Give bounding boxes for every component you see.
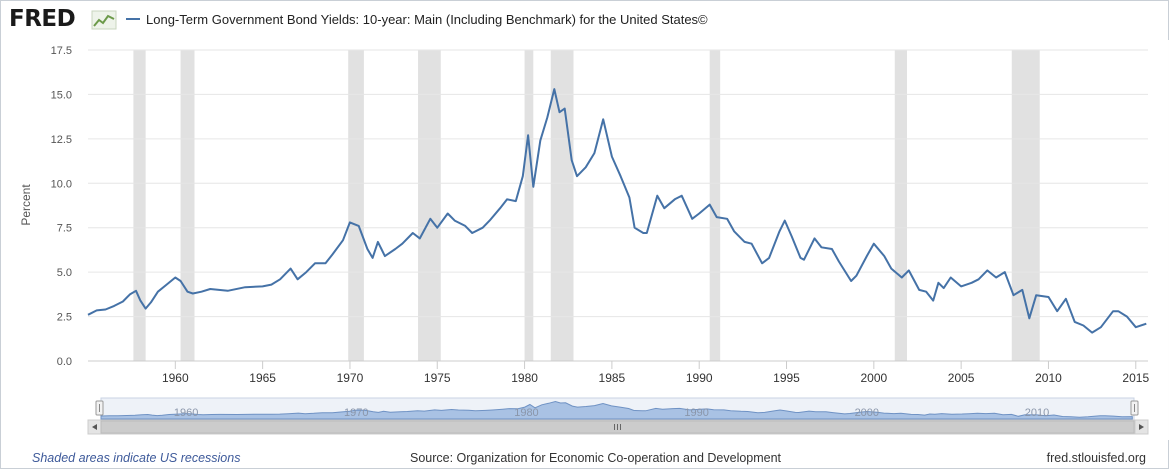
- navigator-label: 1990: [684, 407, 708, 419]
- x-tick-label: 1980: [511, 371, 538, 385]
- y-axis: 0.0 2.5 5.0 7.5 10.0 12.5 15.0 17.5: [51, 45, 72, 368]
- x-tick-label: 1985: [599, 371, 626, 385]
- recession-note: Shaded areas indicate US recessions: [32, 451, 241, 465]
- source-note: Source: Organization for Economic Co-ope…: [410, 451, 782, 465]
- recession-band-8: [1011, 50, 1040, 361]
- recession-band-4: [524, 50, 534, 361]
- x-tick-label: 1965: [249, 371, 276, 385]
- grid-lines: [88, 49, 1148, 362]
- x-tick-label: 2015: [1122, 371, 1149, 385]
- y-tick-label: 5.0: [57, 267, 72, 279]
- legend-series-label: Long-Term Government Bond Yields: 10-yea…: [146, 11, 708, 27]
- x-tick-label: 2010: [1035, 371, 1062, 385]
- scroll-right-arrow-icon: [1139, 424, 1144, 430]
- recession-band-0: [133, 50, 146, 361]
- y-tick-label: 12.5: [51, 134, 72, 146]
- navigator-label: 1970: [344, 407, 368, 419]
- y-tick-label: 10.0: [51, 178, 72, 190]
- x-tick-label: 1990: [686, 371, 713, 385]
- recession-band-3: [418, 50, 441, 361]
- recession-band-7: [894, 50, 908, 361]
- y-axis-label: Percent: [19, 184, 33, 226]
- recession-band-2: [348, 50, 364, 361]
- y-tick-label: 0.0: [57, 356, 72, 368]
- y-tick-label: 2.5: [57, 312, 72, 324]
- x-tick-label: 1960: [162, 371, 189, 385]
- navigator-area: [100, 400, 1133, 420]
- x-tick-label: 2000: [860, 371, 887, 385]
- site-link[interactable]: fred.stlouisfed.org: [1046, 451, 1146, 465]
- x-axis: 1960 1965 1970 1975 1980 1985 1990 1995 2000 2005…: [162, 361, 1149, 385]
- line-chart-icon: [91, 10, 117, 30]
- recession-bands: [133, 50, 1040, 361]
- series-line-0[interactable]: [87, 88, 1147, 334]
- y-tick-label: 7.5: [57, 223, 72, 235]
- y-tick-label: 17.5: [51, 45, 72, 57]
- recession-band-5: [550, 50, 574, 361]
- series-layer[interactable]: [87, 88, 1147, 334]
- recession-band-6: [709, 50, 721, 361]
- logo-text: FRED: [9, 6, 76, 32]
- chart-legend[interactable]: Long-Term Government Bond Yields: 10-yea…: [126, 10, 708, 28]
- scrollbar-grip-icon: [614, 424, 621, 430]
- scroll-left-arrow-icon: [92, 424, 97, 430]
- navigator-label: 2010: [1025, 407, 1049, 419]
- x-tick-label: 2005: [948, 371, 975, 385]
- x-tick-label: 1975: [424, 371, 451, 385]
- navigator-labels: 1960 1970 1980 1990 2000 2010: [174, 407, 1049, 419]
- recession-band-1: [180, 50, 195, 361]
- x-tick-label: 1995: [773, 371, 800, 385]
- legend-swatch: [126, 18, 140, 20]
- x-tick-label: 1970: [337, 371, 364, 385]
- y-tick-label: 15.0: [51, 89, 72, 101]
- edge-fade: [1149, 40, 1169, 440]
- navigator-label: 1960: [174, 407, 198, 419]
- navigator-label: 1980: [514, 407, 538, 419]
- range-navigator[interactable]: 1960 1970 1980 1990 2000 2010: [87, 397, 1149, 435]
- fred-logo[interactable]: FRED: [9, 6, 117, 32]
- navigator-label: 2000: [855, 407, 879, 419]
